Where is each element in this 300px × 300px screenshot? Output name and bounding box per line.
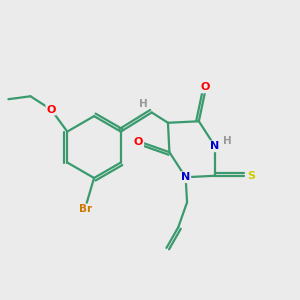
Text: H: H — [223, 136, 232, 146]
Text: N: N — [210, 141, 220, 151]
Text: O: O — [200, 82, 209, 92]
Text: S: S — [247, 171, 255, 181]
Text: N: N — [181, 172, 190, 182]
Text: H: H — [139, 99, 148, 109]
Text: Br: Br — [79, 205, 92, 214]
Text: O: O — [134, 137, 143, 147]
Text: O: O — [46, 104, 56, 115]
